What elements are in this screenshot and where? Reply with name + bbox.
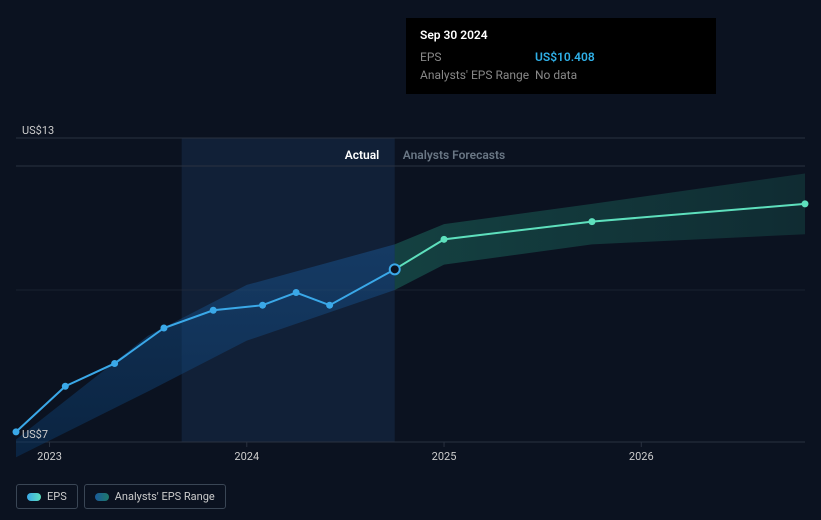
legend-item-analysts-range[interactable]: Analysts' EPS Range (84, 484, 226, 509)
tooltip-row: Analysts' EPS Range No data (420, 66, 702, 84)
y-axis-label-max: US$13 (22, 124, 54, 137)
tooltip-row: EPS US$10.408 (420, 48, 702, 66)
legend-swatch-icon (27, 493, 41, 501)
tooltip-label: EPS (420, 50, 535, 64)
section-label-forecast: Analysts Forecasts (403, 148, 505, 162)
x-axis-tick: 2023 (37, 450, 62, 463)
hover-tooltip: Sep 30 2024 EPS US$10.408 Analysts' EPS … (406, 18, 716, 94)
x-axis-tick: 2026 (629, 450, 654, 463)
legend-swatch-icon (95, 493, 109, 501)
tooltip-value: US$10.408 (535, 50, 595, 64)
section-label-actual: Actual (345, 148, 380, 162)
chart-legend: EPS Analysts' EPS Range (16, 484, 226, 509)
y-axis-label-min: US$7 (22, 428, 48, 441)
x-axis-tick: 2025 (432, 450, 457, 463)
tooltip-date: Sep 30 2024 (420, 28, 702, 42)
tooltip-value: No data (535, 68, 577, 82)
x-axis-tick: 2024 (234, 450, 259, 463)
legend-label: EPS (47, 490, 67, 503)
legend-label: Analysts' EPS Range (115, 490, 215, 503)
eps-forecast-chart: US$13 US$7 Actual Analysts Forecasts 202… (0, 0, 821, 520)
legend-item-eps[interactable]: EPS (16, 484, 78, 509)
tooltip-label: Analysts' EPS Range (420, 68, 535, 82)
